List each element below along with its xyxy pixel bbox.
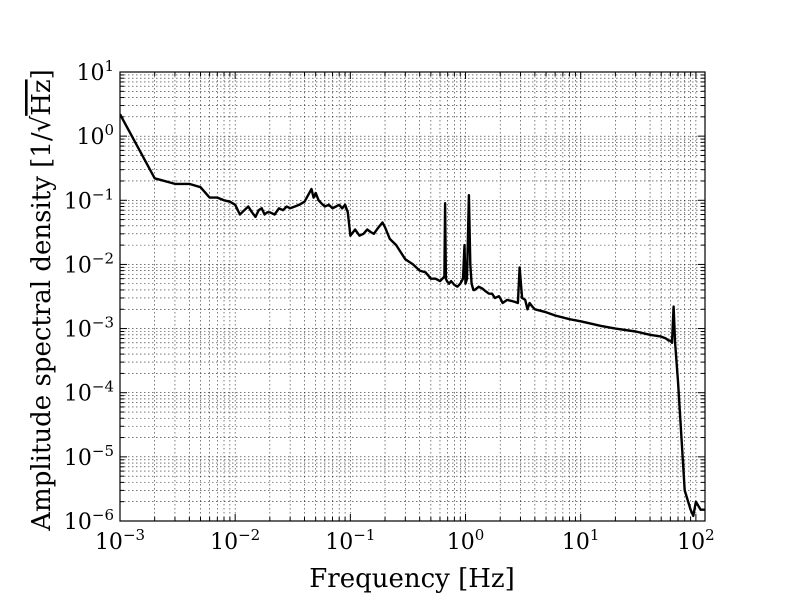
plot-area bbox=[120, 113, 705, 518]
svg-text:Amplitude spectral density [1/: Amplitude spectral density [1/√Hz] bbox=[27, 69, 57, 531]
y-axis-label: Amplitude spectral density [1/√Hz] bbox=[27, 69, 57, 531]
x-tick-label: 10−2 bbox=[210, 526, 260, 555]
x-tick-label: 102 bbox=[677, 526, 715, 555]
x-tick-label: 10−1 bbox=[325, 526, 375, 555]
y-tick-label: 10−5 bbox=[64, 442, 114, 471]
series-line bbox=[120, 113, 705, 518]
axis-ticks bbox=[119, 71, 705, 522]
y-tick-label: 10−3 bbox=[64, 314, 114, 343]
y-tick-label: 10−4 bbox=[64, 378, 114, 407]
x-tick-label: 100 bbox=[447, 526, 485, 555]
x-tick-label: 101 bbox=[562, 526, 600, 555]
y-tick-label: 100 bbox=[76, 121, 114, 150]
y-tick-label: 10−6 bbox=[64, 506, 114, 535]
x-axis-label: Frequency [Hz] bbox=[309, 564, 515, 594]
y-axis-label-unit: Hz bbox=[27, 79, 57, 115]
y-axis-label-suffix: ] bbox=[27, 69, 57, 79]
y-tick-label: 101 bbox=[76, 57, 114, 86]
sqrt-sign: √ bbox=[27, 115, 57, 132]
y-axis-label-prefix: Amplitude spectral density [1/ bbox=[27, 132, 57, 532]
y-tick-label: 10−1 bbox=[64, 185, 114, 214]
x-tick-label: 10−3 bbox=[95, 526, 145, 555]
y-tick-label: 10−2 bbox=[64, 249, 114, 278]
y-tick-labels: 10−6 10−5 10−4 10−3 10−2 10−1 100 101 bbox=[64, 57, 114, 535]
x-tick-labels: 10−3 10−2 10−1 100 101 102 bbox=[95, 526, 715, 555]
plot-frame bbox=[119, 71, 706, 522]
